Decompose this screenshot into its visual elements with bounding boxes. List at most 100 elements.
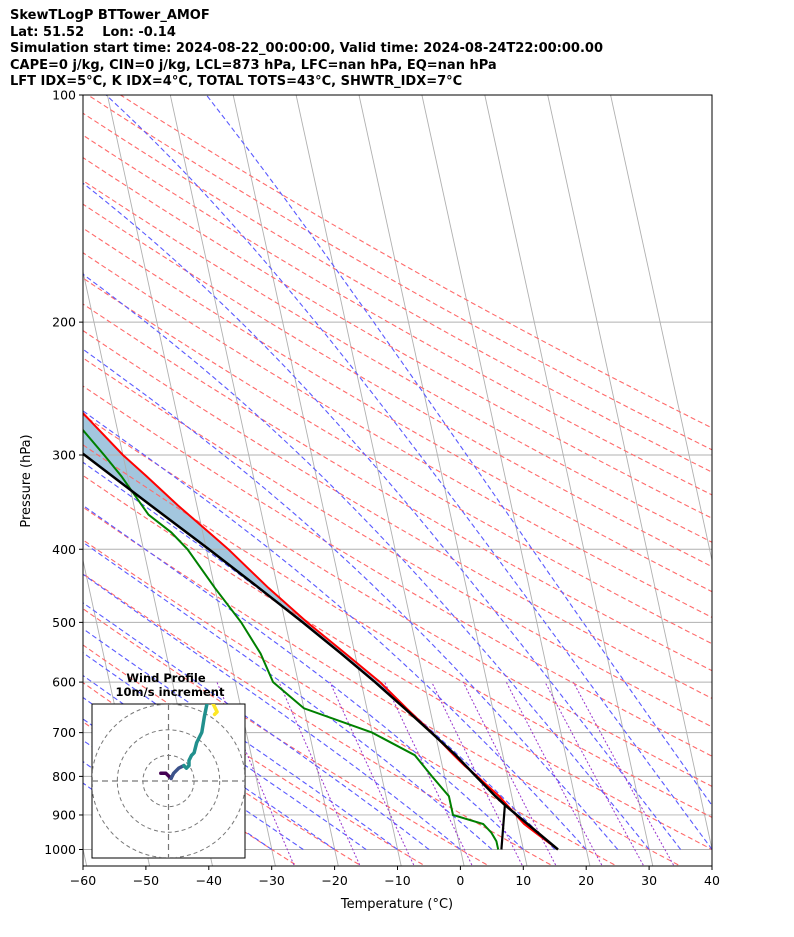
wind-barbs xyxy=(711,120,749,851)
x-tick-label: 30 xyxy=(641,873,657,888)
moist-adiabat-line xyxy=(83,541,493,850)
profile-lines xyxy=(83,411,559,851)
wind-barb xyxy=(712,733,749,743)
wind-barb xyxy=(711,708,712,710)
y-axis-ticks: 100 200 300 400 500 600 700 800 900 1000 xyxy=(44,88,83,857)
y-axis-label: Pressure (hPa) xyxy=(19,434,34,527)
hodograph-segment xyxy=(169,763,186,781)
wind-barb xyxy=(711,193,712,195)
wind-barb xyxy=(711,360,712,362)
wind-barb xyxy=(711,823,712,825)
grid-lines xyxy=(83,95,712,866)
dry-adiabat-line xyxy=(83,134,712,496)
y-tick-label: 400 xyxy=(52,542,76,557)
isotherm-gridline xyxy=(610,95,712,563)
moist-adiabat-line xyxy=(83,602,430,850)
moist-adiabat-line xyxy=(83,182,682,850)
dry-adiabat-line xyxy=(83,385,712,757)
wind-barb xyxy=(711,653,712,655)
moist-adiabat-line xyxy=(83,504,524,850)
isotherm-gridline xyxy=(169,95,339,866)
moist-adiabat-line xyxy=(83,273,650,850)
mixing-ratio-line xyxy=(384,681,473,866)
hodograph-rings xyxy=(92,704,245,858)
dry-adiabat-line xyxy=(83,329,712,700)
isotherm-gridline xyxy=(232,95,402,866)
wind-barb xyxy=(711,776,712,778)
dry-adiabat-line xyxy=(83,180,712,543)
wind-barb xyxy=(711,549,712,550)
y-tick-label: 1000 xyxy=(44,842,76,857)
parcel-lift-segment xyxy=(500,804,506,850)
dewpoint-line xyxy=(83,428,500,850)
isotherm-gridline xyxy=(484,95,654,866)
mixing-ratio-line xyxy=(462,681,557,866)
dry-adiabat-line xyxy=(83,203,712,568)
dry-adiabat-line xyxy=(83,644,427,866)
wind-barb xyxy=(711,587,712,589)
isotherm-gridline xyxy=(83,846,88,866)
mixing-ratio-line xyxy=(505,681,603,866)
moist-adiabat-line xyxy=(83,410,587,850)
wind-barb xyxy=(711,849,712,851)
inset-title: Wind Profile xyxy=(126,671,206,685)
mixing-ratio-line xyxy=(278,681,361,866)
dry-adiabat-line xyxy=(86,95,712,451)
hodograph-segment xyxy=(182,704,209,770)
x-tick-label: −20 xyxy=(321,873,347,888)
mixing-ratio-line xyxy=(431,681,524,866)
y-tick-label: 300 xyxy=(52,447,76,462)
wind-barb xyxy=(711,832,712,834)
wind-barb xyxy=(711,622,712,624)
wind-barb xyxy=(711,682,712,683)
mixing-ratio-lines xyxy=(216,681,675,866)
hodograph-inset: Wind Profile 10m/s increment xyxy=(91,671,246,859)
y-tick-label: 900 xyxy=(52,807,76,822)
mixing-ratio-line xyxy=(544,681,645,866)
y-tick-label: 200 xyxy=(52,315,76,330)
x-tick-label: 10 xyxy=(515,873,531,888)
x-tick-label: 40 xyxy=(704,873,720,888)
wind-barb xyxy=(711,120,712,122)
wind-barb xyxy=(711,278,712,280)
title-line-indices-1: CAPE=0 j/kg, CIN=0 j/kg, LCL=873 hPa, LF… xyxy=(10,57,497,73)
y-tick-label: 600 xyxy=(52,675,76,690)
moist-adiabat-line xyxy=(83,628,398,850)
moist-adiabat-line xyxy=(83,348,619,850)
cin-shaded-area xyxy=(83,413,558,850)
wind-barb xyxy=(711,322,712,324)
hodograph-segment xyxy=(211,704,219,717)
dry-adiabat-line xyxy=(83,303,712,672)
dry-adiabat-line xyxy=(83,252,712,619)
wind-barb xyxy=(711,814,712,816)
x-axis-label: Temperature (°C) xyxy=(340,897,453,912)
isotherm-gridline xyxy=(421,95,591,866)
dry-adiabat-line xyxy=(83,506,682,866)
y-tick-label: 100 xyxy=(52,88,76,103)
x-tick-label: −50 xyxy=(133,873,159,888)
wind-barb xyxy=(711,796,712,797)
dry-adiabat-line xyxy=(83,608,491,866)
plot-area xyxy=(83,95,749,866)
header-title-block: SkewTLogP BTTower_AMOF Lat: 51.52 Lon: -… xyxy=(10,8,603,91)
x-tick-label: 0 xyxy=(456,873,464,888)
moist-adiabat-line xyxy=(105,95,712,850)
wind-barb xyxy=(711,486,712,488)
moist-adiabat-line xyxy=(83,652,367,850)
wind-barb xyxy=(711,523,712,525)
dry-adiabat-line xyxy=(83,573,554,866)
mixing-ratio-line xyxy=(329,681,415,866)
y-tick-label: 700 xyxy=(52,725,76,740)
y-tick-label: 500 xyxy=(52,615,76,630)
wind-barb xyxy=(711,395,712,397)
moist-adiabat-line xyxy=(83,573,461,850)
parcel-cin-shading xyxy=(83,413,558,850)
isotherm-gridline xyxy=(106,95,276,866)
dry-adiabats xyxy=(83,95,712,866)
y-tick-label: 800 xyxy=(52,769,76,784)
title-line-location: Lat: 51.52 Lon: -0.14 xyxy=(10,24,176,40)
x-tick-label: −60 xyxy=(70,873,96,888)
dry-adiabat-line xyxy=(83,539,618,866)
temperature-line xyxy=(83,411,559,851)
wind-barb xyxy=(711,841,712,842)
